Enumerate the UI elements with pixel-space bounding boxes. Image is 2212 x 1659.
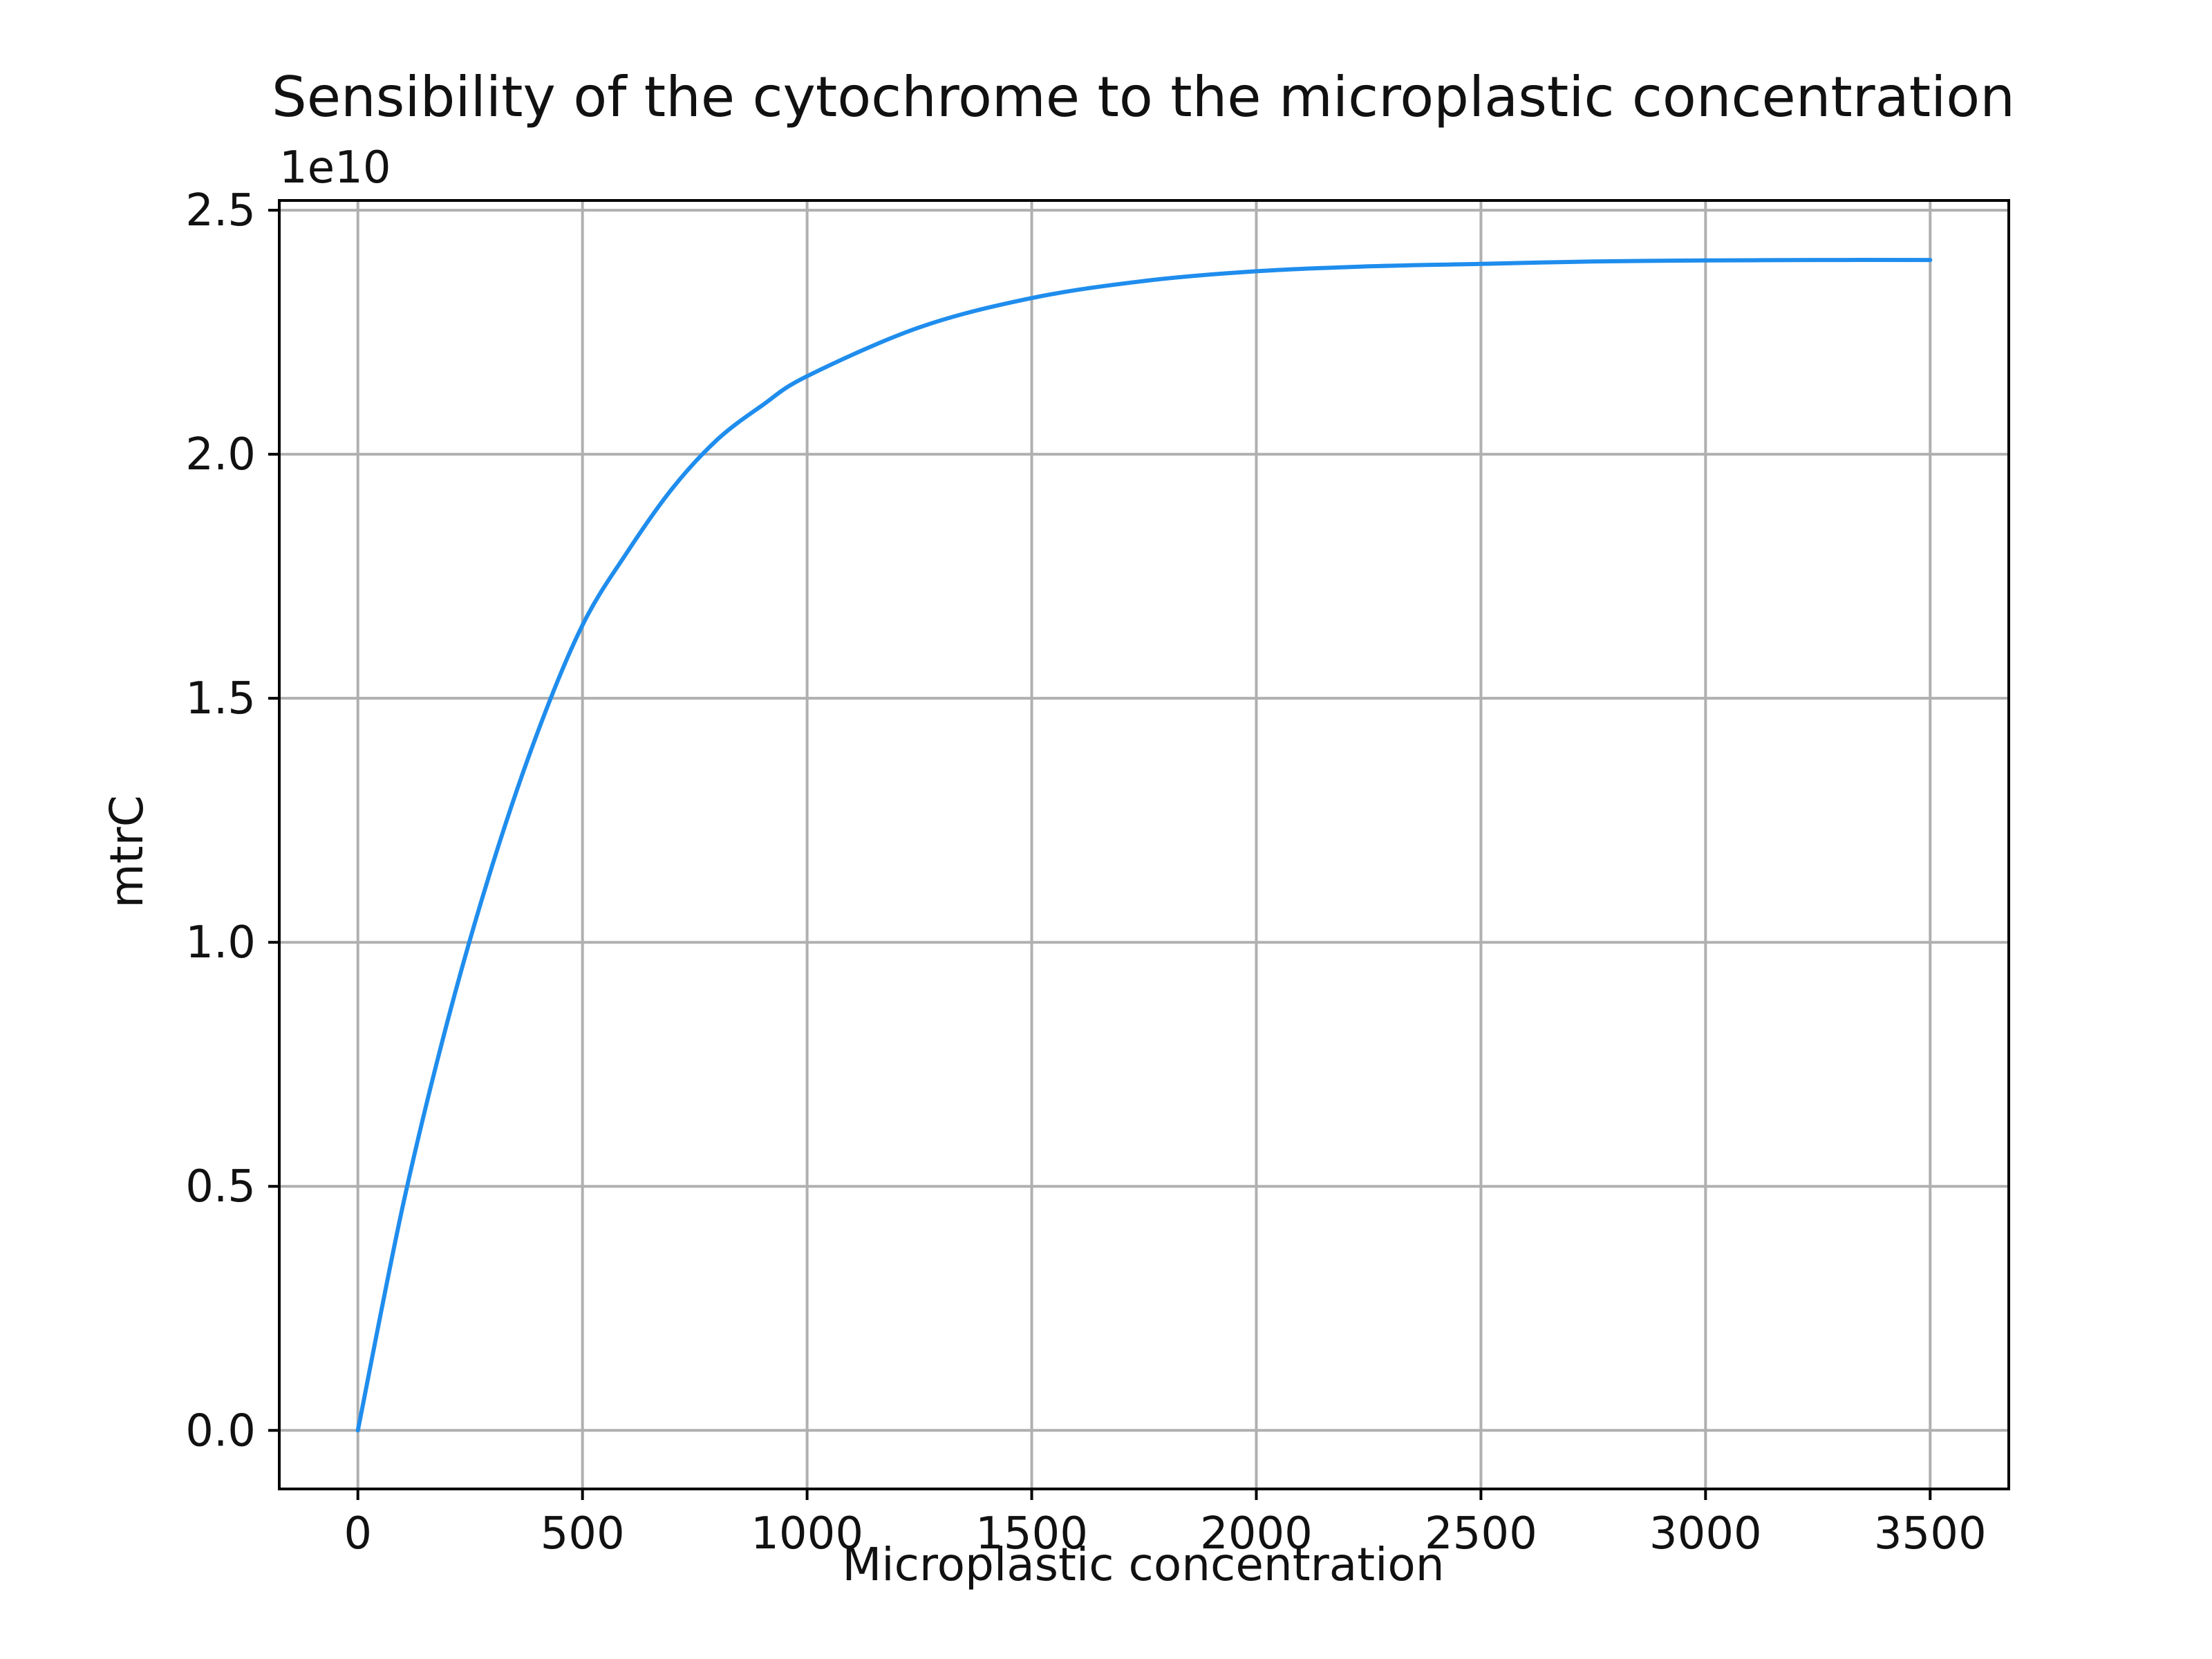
series-line [355, 258, 1933, 1433]
x-axis-label: Microplastic concentration [842, 1538, 1444, 1591]
x-tick-label: 500 [541, 1508, 625, 1559]
y-tick-label: 1.0 [185, 917, 256, 968]
y-tick-label: 1.5 [185, 673, 256, 724]
y-tick-label: 0.0 [185, 1405, 256, 1456]
y-tick-label: 2.5 [185, 185, 256, 236]
y-axis-offset-label: 1e10 [279, 142, 391, 194]
y-tick-label: 2.0 [185, 429, 256, 480]
plot-area [355, 258, 1933, 1433]
ticks: 0 500 1000 1500 2000 2500 3000 3500 0.0 0.5 1.0 1.5… [185, 185, 1986, 1559]
axes-frame [278, 199, 2010, 1490]
y-axis-label: mtrC [100, 795, 153, 908]
x-tick-label: 1500 [975, 1508, 1088, 1559]
x-tick-label: 2000 [1200, 1508, 1313, 1559]
x-tick-label: 2500 [1425, 1508, 1537, 1559]
grid [279, 200, 2009, 1489]
x-tick-label: 3500 [1874, 1508, 1987, 1559]
x-tick-label: 3000 [1649, 1508, 1762, 1559]
x-tick-label: 0 [344, 1508, 372, 1559]
y-tick-label: 0.5 [185, 1161, 256, 1212]
x-tick-label: 1000 [751, 1508, 863, 1559]
chart-title: Sensibility of the cytochrome to the mic… [272, 65, 2015, 129]
